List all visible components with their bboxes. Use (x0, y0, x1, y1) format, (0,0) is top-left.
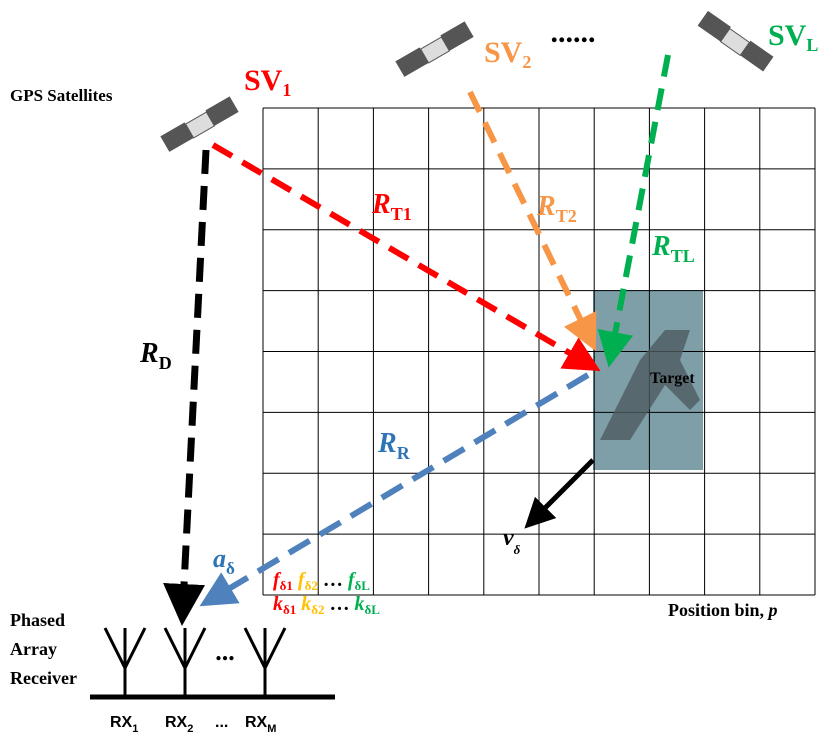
doppler-freq-row: fδ1 fδ2 … fδL (273, 569, 370, 595)
satellite-icon (160, 96, 238, 152)
label-sub: M (267, 723, 276, 735)
velocity-arrow (535, 460, 593, 518)
target-label: Target (650, 370, 695, 387)
label-sub: 1 (282, 80, 291, 100)
label-main: R (651, 231, 671, 262)
range-label: RTL (651, 231, 695, 266)
label-main: v (503, 525, 514, 551)
satellite-label: SV2 (484, 36, 531, 72)
title: GPS Satellites (10, 86, 113, 105)
label-sub: δL (365, 602, 381, 617)
position-grid (263, 108, 815, 595)
path-reflected (215, 375, 588, 597)
label-main: SV (768, 19, 807, 52)
label-sub: δL (355, 578, 371, 593)
label-sub: δ2 (305, 578, 318, 593)
label-sub: TL (671, 246, 695, 266)
label-main: R (536, 191, 556, 222)
path-sv1-target (213, 145, 585, 362)
label-sub: δ (226, 559, 235, 578)
label-main: Position bin, (668, 600, 769, 620)
label-sub: 2 (522, 52, 531, 72)
ellipsis: … (330, 593, 350, 615)
label-main: R (377, 428, 397, 459)
antenna-ellipsis: ... (215, 637, 235, 666)
label-main: SV (484, 36, 523, 69)
diagram: GPS Satellites SV1 SV2 SVL ...... RT1 RT… (0, 0, 826, 740)
range-label: RT2 (536, 191, 577, 226)
rx-label: RXM (245, 714, 276, 735)
satellite-label: SVL (768, 19, 818, 55)
label-sub: δ1 (280, 578, 293, 593)
label-sub: δ1 (283, 602, 296, 617)
label-sub: δ (514, 542, 521, 557)
rx-ellipsis: ... (215, 714, 228, 731)
label-sub: T1 (391, 204, 412, 224)
receiver-label: Phased (10, 610, 65, 630)
doppler-rate-row: kδ1 kδ2 … kδL (273, 593, 380, 619)
label-main: k (355, 593, 365, 615)
receiver-label: Receiver (10, 668, 77, 688)
satellite-icon (698, 11, 774, 72)
label-var: p (767, 600, 778, 620)
label-main: R (371, 189, 391, 220)
path-direct (183, 150, 206, 605)
satellite-ellipsis: ...... (551, 16, 596, 49)
label-sub: D (159, 353, 172, 373)
label-sub: 2 (187, 723, 193, 735)
label-main: k (273, 593, 283, 615)
label-main: R (139, 338, 159, 369)
label-sub: R (397, 443, 411, 463)
label-main: RX (165, 714, 188, 731)
label-main: k (301, 593, 311, 615)
range-label: RD (139, 338, 172, 373)
velocity-label: vδ (503, 525, 521, 557)
ellipsis: … (323, 569, 343, 591)
antenna-array (90, 628, 335, 697)
steering-label: aδ (213, 544, 235, 578)
satellite-label: SV1 (244, 64, 291, 100)
label-sub: 1 (132, 723, 138, 735)
range-label: RT1 (371, 189, 412, 224)
label-main: a (213, 544, 226, 573)
receiver-label: Array (10, 639, 57, 659)
rx-label: RX2 (165, 714, 193, 735)
range-label: RR (377, 428, 411, 463)
label-main: RX (110, 714, 133, 731)
label-sub: L (806, 35, 818, 55)
label-sub: δ2 (311, 602, 324, 617)
label-sub: T2 (556, 206, 577, 226)
label-main: SV (244, 64, 283, 97)
label-main: RX (245, 714, 268, 731)
satellite-icon (395, 21, 473, 77)
rx-label: RX1 (110, 714, 138, 735)
axis-label: Position bin, p (668, 600, 778, 620)
